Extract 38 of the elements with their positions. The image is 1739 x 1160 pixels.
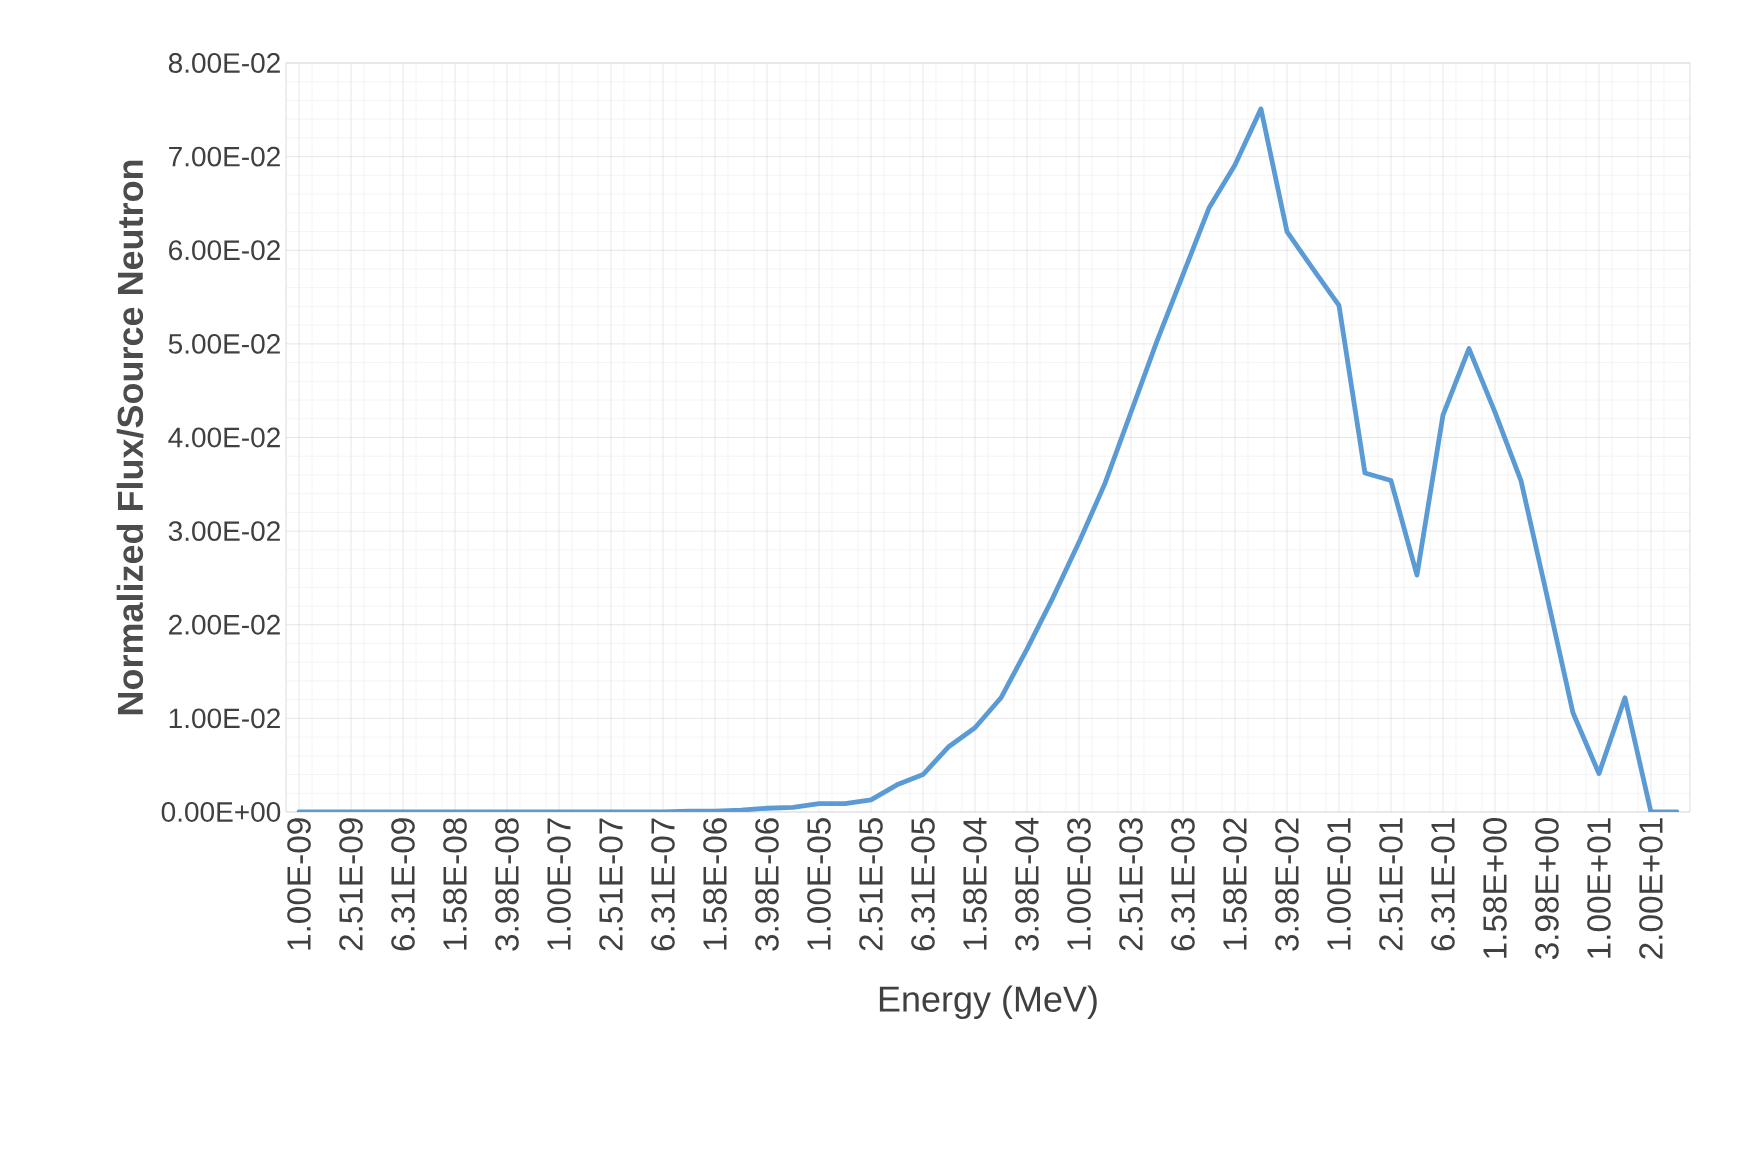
y-tick-label: 0.00E+00 bbox=[161, 802, 281, 822]
x-tick-label: 1.58E-06 bbox=[703, 818, 727, 950]
x-tick-label: 2.51E-03 bbox=[1119, 818, 1143, 951]
y-tick-label: 6.00E-02 bbox=[169, 240, 280, 261]
x-tick-label: 2.51E-07 bbox=[599, 818, 623, 951]
x-tick-label: 1.00E+01 bbox=[1587, 818, 1611, 958]
x-tick-label: 1.00E-05 bbox=[807, 818, 831, 950]
y-tick-label: 7.00E-02 bbox=[169, 146, 280, 167]
x-tick-label: 3.98E-02 bbox=[1275, 818, 1299, 951]
y-axis-title: Normalized Flux/Source Neutron bbox=[116, 160, 144, 715]
x-axis-title: Energy (MeV) bbox=[879, 985, 1097, 1020]
y-tick-label: 1.00E-02 bbox=[169, 708, 280, 729]
x-tick-label: 2.51E-09 bbox=[339, 818, 363, 951]
y-tick-label: 3.00E-02 bbox=[168, 521, 280, 542]
x-tick-label: 1.58E-08 bbox=[443, 818, 467, 950]
x-tick-label: 1.58E+00 bbox=[1483, 818, 1507, 958]
x-tick-label: 1.58E-02 bbox=[1223, 818, 1247, 950]
x-tick-label: 2.51E-01 bbox=[1379, 818, 1403, 951]
x-tick-label: 6.31E-05 bbox=[911, 818, 935, 951]
x-tick-label: 1.00E-09 bbox=[287, 818, 311, 950]
x-tick-label: 1.00E-01 bbox=[1327, 818, 1351, 950]
x-tick-label: 3.98E-08 bbox=[495, 818, 519, 951]
x-tick-label: 1.00E-03 bbox=[1067, 818, 1091, 950]
x-tick-label: 1.58E-04 bbox=[963, 817, 987, 950]
x-tick-label: 2.00E+01 bbox=[1639, 818, 1663, 959]
y-tick-label: 5.00E-02 bbox=[168, 333, 280, 354]
x-tick-label: 6.31E-07 bbox=[651, 818, 675, 951]
x-tick-label: 3.98E+00 bbox=[1535, 818, 1559, 960]
y-tick-label: 4.00E-02 bbox=[168, 427, 280, 448]
x-tick-label: 6.31E-01 bbox=[1431, 818, 1455, 951]
y-tick-label: 8.00E-02 bbox=[168, 53, 280, 73]
x-tick-label: 1.00E-07 bbox=[547, 818, 571, 950]
x-tick-label: 2.51E-05 bbox=[859, 818, 883, 951]
x-tick-label: 3.98E-06 bbox=[755, 818, 779, 951]
y-tick-label: 2.00E-02 bbox=[169, 614, 280, 635]
x-tick-label: 6.31E-03 bbox=[1171, 818, 1195, 951]
x-tick-label: 6.31E-09 bbox=[391, 818, 415, 951]
x-tick-label: 3.98E-04 bbox=[1015, 817, 1039, 951]
